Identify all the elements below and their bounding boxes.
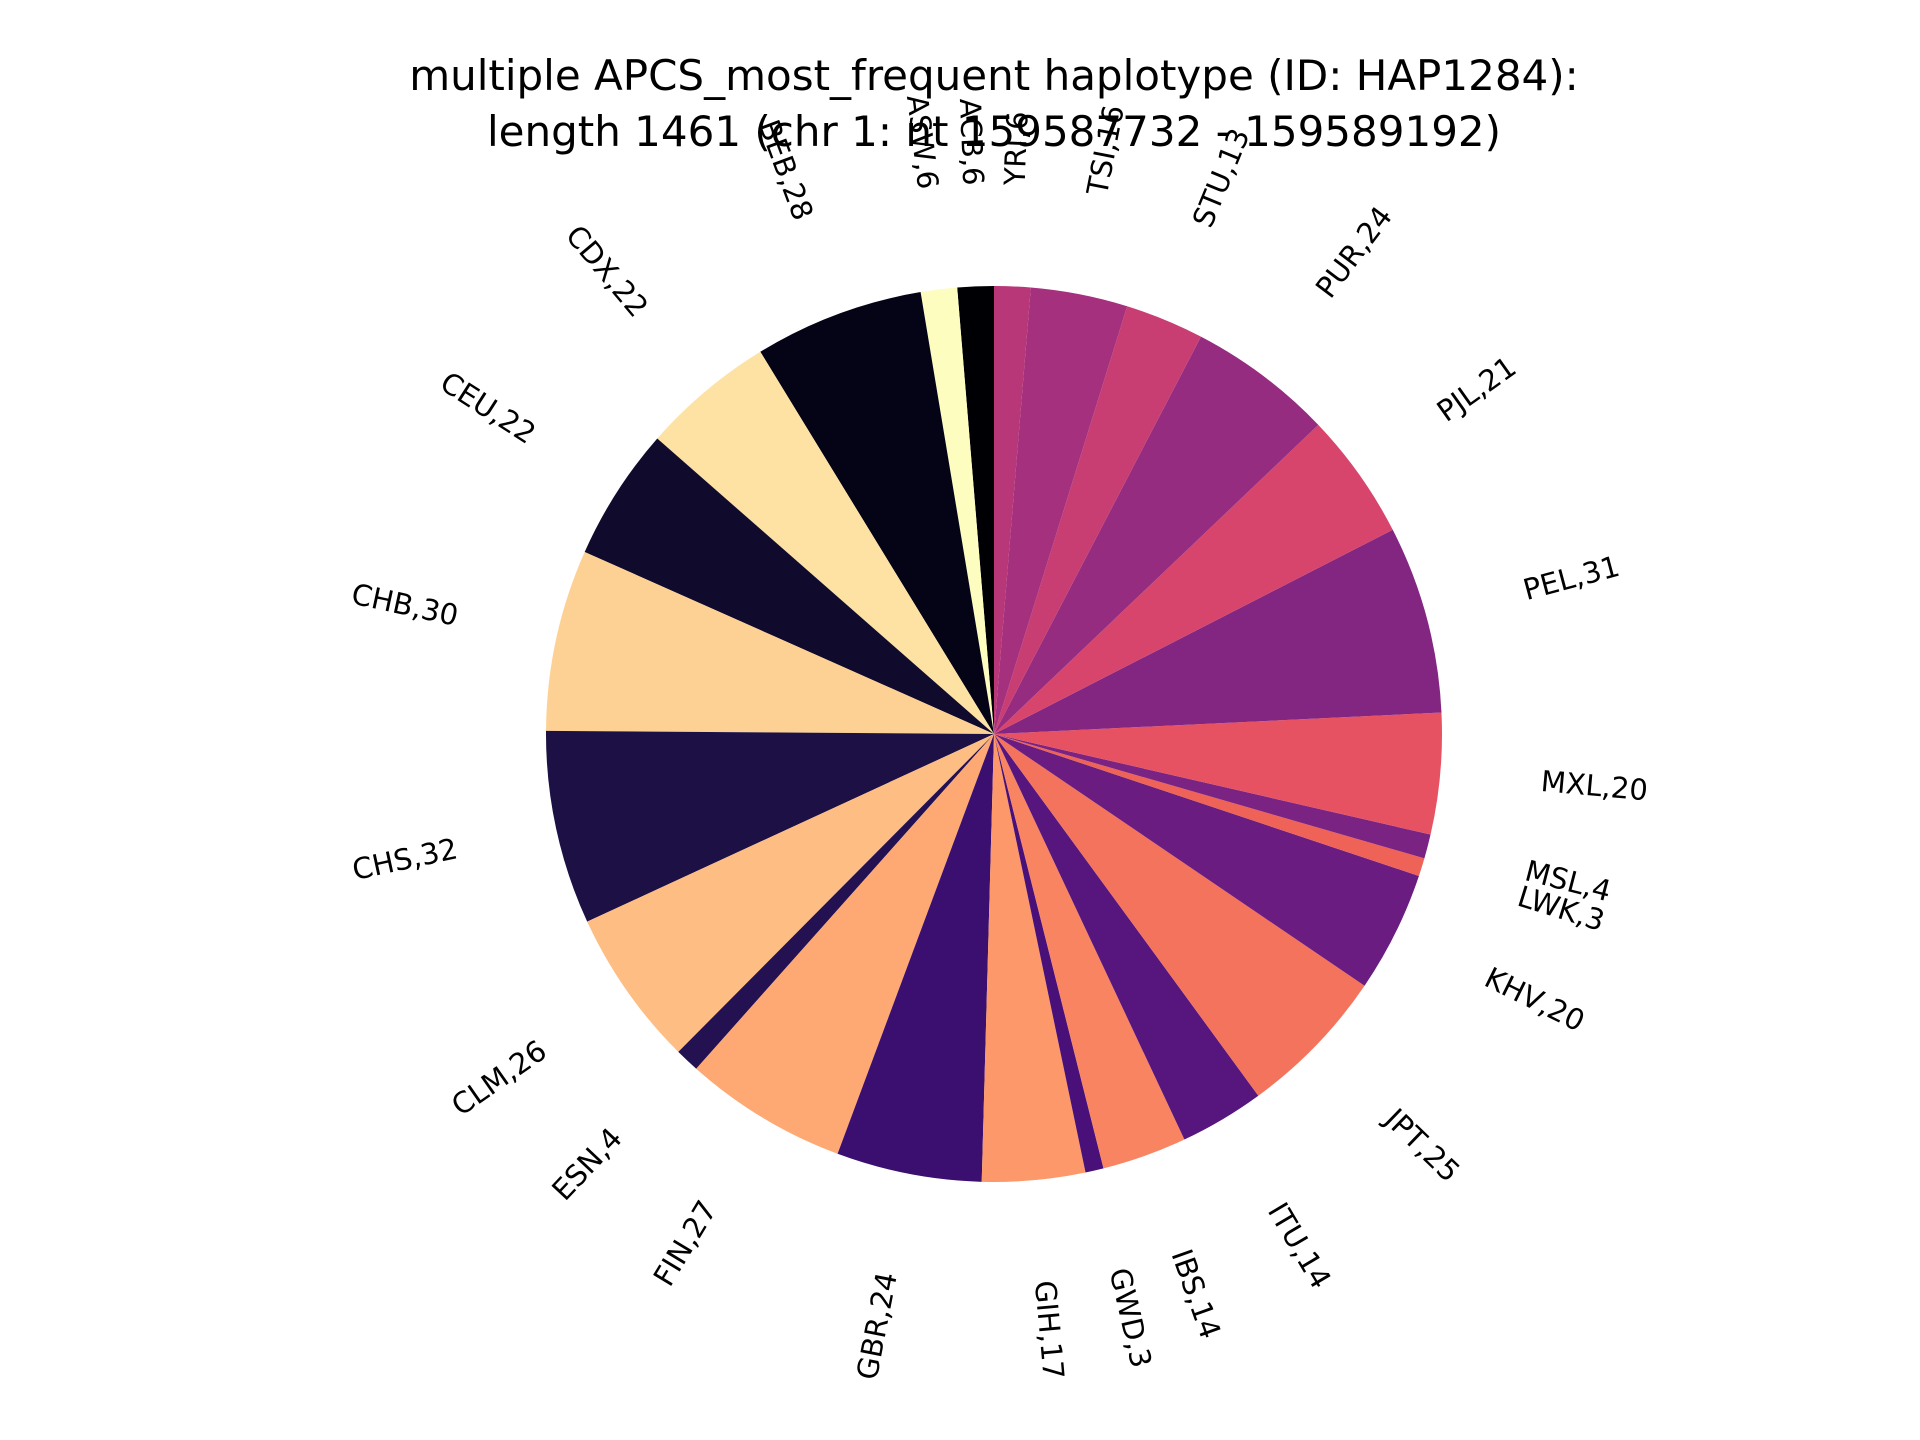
pie-label-khv: KHV,20 [1479, 960, 1590, 1038]
pie-label-mxl: MXL,20 [1539, 764, 1649, 807]
pie-slice-fin [696, 734, 994, 1154]
pie-label-gwd: GWD,3 [1103, 1265, 1159, 1371]
pie-slice-gwd [994, 734, 1104, 1173]
pie-label-acb: ACB,6 [953, 98, 991, 186]
pie-slice-esn [678, 734, 994, 1069]
pie-slices [545, 286, 1442, 1182]
pie-label-pjl: PJL,21 [1431, 350, 1523, 429]
pie-slice-yri [994, 286, 1031, 734]
pie-slice-khv [994, 734, 1419, 986]
pie-label-esn: ESN,4 [545, 1121, 629, 1207]
pie-label-itu: ITU,14 [1261, 1197, 1338, 1295]
pie-slice-ceu [584, 438, 994, 734]
pie-slice-beb [760, 292, 994, 734]
pie-slice-clm [587, 734, 994, 1052]
pie-slice-cdx [657, 351, 994, 734]
pie-label-gbr: GBR,24 [850, 1269, 904, 1382]
pie-label-chb: CHB,30 [349, 577, 462, 633]
pie-label-clm: CLM,26 [445, 1033, 553, 1123]
pie-slice-ibs [994, 734, 1185, 1169]
pie-slice-acb [957, 286, 994, 734]
pie-label-yri: YRI,6 [998, 111, 1035, 187]
pie-slice-gbr [837, 734, 994, 1182]
pie-slice-itu [994, 734, 1259, 1140]
pie-slice-lwk [994, 734, 1425, 876]
pie-label-ceu: CEU,22 [434, 365, 542, 451]
pie-slice-pel [994, 529, 1442, 734]
pie-label-jpt: JPT,25 [1377, 1100, 1467, 1188]
pie-label-ibs: IBS,14 [1164, 1245, 1227, 1344]
pie-label-fin: FIN,27 [647, 1195, 724, 1292]
pie-slice-mxl [994, 712, 1442, 835]
pie-slice-tsi [994, 287, 1128, 734]
pie-label-chs: CHS,32 [349, 831, 460, 887]
pie-slice-pjl [994, 424, 1393, 734]
pie-label-pur: PUR,24 [1309, 200, 1399, 304]
pie-slice-gih [981, 734, 1086, 1182]
chart-title-line-1: multiple APCS_most_frequent haplotype (I… [409, 51, 1579, 100]
chart-title-line-2: length 1461 (chr 1: nt 159587732 - 15958… [487, 107, 1501, 156]
pie-slice-jpt [994, 734, 1365, 1096]
pie-label-gih: GIH,17 [1028, 1279, 1071, 1381]
pie-label-pel: PEL,31 [1520, 549, 1624, 607]
pie-slice-pur [994, 336, 1319, 734]
pie-slice-chs [545, 730, 994, 922]
pie-slice-stu [994, 306, 1201, 734]
pie-slice-msl [994, 734, 1431, 859]
pie-label-cdx: CDX,22 [559, 219, 655, 324]
pie-slice-asw [920, 287, 994, 734]
pie-slice-chb [546, 551, 994, 734]
